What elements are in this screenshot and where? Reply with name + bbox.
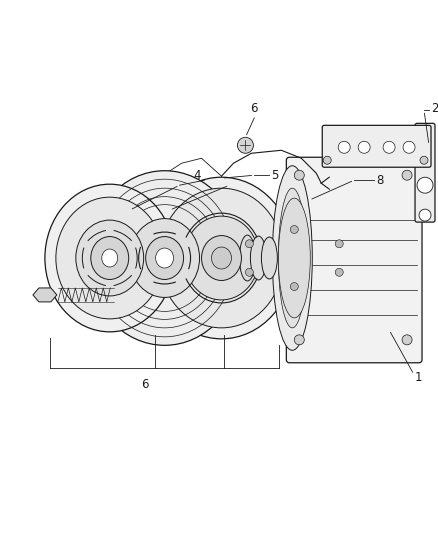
FancyBboxPatch shape (321, 125, 430, 167)
Ellipse shape (76, 220, 143, 296)
Ellipse shape (155, 248, 173, 268)
Ellipse shape (272, 166, 311, 350)
Circle shape (335, 268, 343, 276)
Ellipse shape (211, 247, 231, 269)
Ellipse shape (129, 219, 199, 297)
Circle shape (322, 156, 331, 164)
Circle shape (382, 141, 394, 154)
Ellipse shape (56, 197, 163, 319)
Circle shape (401, 335, 411, 345)
Text: 6: 6 (141, 378, 148, 391)
Circle shape (418, 209, 430, 221)
Ellipse shape (239, 235, 255, 281)
Ellipse shape (184, 216, 258, 300)
Circle shape (293, 335, 304, 345)
Polygon shape (33, 288, 57, 302)
Circle shape (237, 138, 253, 154)
Circle shape (402, 141, 414, 154)
Ellipse shape (102, 249, 117, 267)
FancyBboxPatch shape (414, 123, 434, 222)
Ellipse shape (149, 177, 293, 339)
FancyBboxPatch shape (286, 157, 421, 363)
Text: 2: 2 (430, 102, 438, 115)
Ellipse shape (87, 171, 241, 345)
Text: 1: 1 (414, 372, 422, 384)
Ellipse shape (159, 188, 283, 328)
Ellipse shape (278, 188, 306, 328)
Ellipse shape (45, 184, 174, 332)
Ellipse shape (201, 236, 241, 280)
Ellipse shape (145, 237, 183, 279)
Circle shape (290, 225, 298, 233)
Circle shape (416, 177, 432, 193)
Text: 8: 8 (375, 174, 383, 187)
Text: 4: 4 (193, 169, 201, 182)
Ellipse shape (250, 236, 266, 280)
Ellipse shape (278, 198, 310, 318)
Circle shape (401, 170, 411, 180)
Circle shape (290, 282, 298, 290)
Ellipse shape (284, 218, 300, 298)
Ellipse shape (261, 237, 277, 279)
Circle shape (245, 240, 253, 248)
Circle shape (245, 268, 253, 276)
Ellipse shape (91, 237, 128, 279)
Circle shape (335, 240, 343, 248)
Circle shape (357, 141, 369, 154)
Text: 5: 5 (271, 169, 278, 182)
Circle shape (337, 141, 350, 154)
Text: 6: 6 (249, 102, 257, 115)
Circle shape (419, 156, 427, 164)
Circle shape (293, 170, 304, 180)
